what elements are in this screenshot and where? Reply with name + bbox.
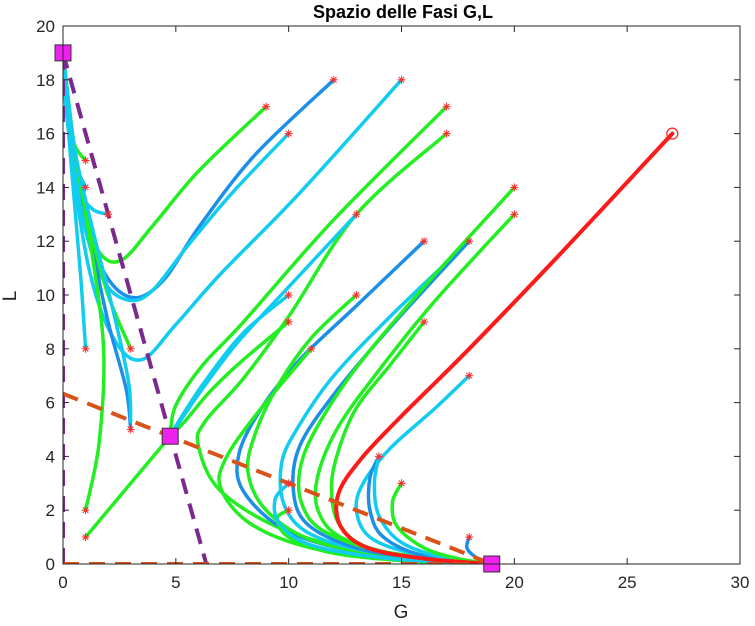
trajectory-green-31 [83,434,172,539]
start-marker-29 [81,533,90,542]
chart-title: Spazio delle Fasi G,L [313,2,493,22]
y-tick-label-8: 16 [36,125,55,144]
x-tick-label-3: 15 [392,573,411,592]
start-marker-12 [465,371,474,380]
x-tick-label-0: 0 [58,573,67,592]
x-tick-label-4: 20 [505,573,524,592]
start-marker-3 [397,75,406,84]
start-marker-26 [126,425,135,434]
start-marker-15 [465,533,474,542]
y-tick-label-6: 12 [36,232,55,251]
start-marker-28 [81,506,90,515]
y-tick-label-5: 10 [36,286,55,305]
start-marker-11 [420,317,429,326]
nullclines [63,52,493,564]
start-marker-27 [126,344,135,353]
y-tick-label-1: 2 [46,501,55,520]
start-marker-20 [284,506,293,515]
x-tick-label-2: 10 [279,573,298,592]
x-tick-label-1: 5 [171,573,180,592]
trajectory-cyan-3 [63,51,404,362]
x-axis-label: G [394,602,409,623]
x-tick-label-5: 25 [618,573,637,592]
nullcline-L-nullcline-line [63,52,209,564]
start-marker-10 [510,210,519,219]
start-markers [81,75,679,542]
y-tick-label-2: 4 [46,447,55,466]
equilibrium-marker-1 [161,427,179,445]
trajectory-cyan-20 [168,212,359,438]
start-marker-6 [420,237,429,246]
start-marker-14 [397,479,406,488]
trajectory-green-16 [390,481,494,564]
start-marker-0 [262,102,271,111]
start-marker-25 [81,344,90,353]
trajectory-red-33 [334,131,675,564]
start-marker-9 [510,183,519,192]
axis-ticks: 0 5 10 15 20 25 30 0 2 4 6 8 10 12 14 16 18 20 [36,17,749,592]
start-marker-19 [307,344,316,353]
y-tick-label-10: 20 [36,17,55,36]
start-marker-23 [81,156,90,165]
start-marker-5 [442,129,451,138]
start-marker-2 [284,129,293,138]
start-marker-8 [465,237,474,246]
y-tick-label-3: 6 [46,394,55,413]
y-tick-label-9: 18 [36,71,55,90]
trajectory-green-19 [168,320,291,438]
start-marker-7 [352,291,361,299]
start-marker-1 [329,75,338,84]
y-tick-label-4: 8 [46,340,55,359]
y-tick-label-7: 14 [36,178,55,197]
trajectory-cyan-32 [63,51,133,424]
y-tick-label-0: 0 [46,555,55,574]
trajectory-cyan-27 [63,51,88,351]
y-axis-label: L [0,291,21,302]
start-marker-circle [666,127,679,140]
start-marker-21 [284,479,293,488]
plot-area [63,26,740,564]
start-marker-16 [284,291,293,299]
start-marker-17 [284,317,293,326]
start-marker-22 [104,210,113,219]
start-marker-18 [352,210,361,219]
trajectory-green-4 [168,104,449,438]
start-marker-4 [442,102,451,111]
x-tick-label-6: 30 [731,573,750,592]
trajectory-cyan-23 [272,481,494,564]
start-marker-13 [374,452,383,461]
start-marker-24 [81,183,90,192]
